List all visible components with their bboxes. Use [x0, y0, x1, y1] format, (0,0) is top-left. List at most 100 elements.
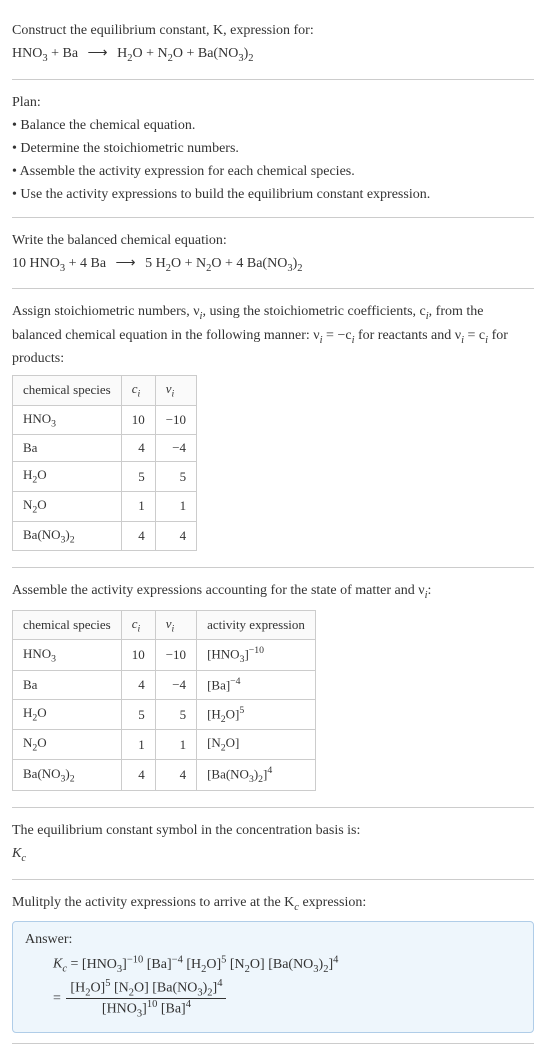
- plan-item: • Use the activity expressions to build …: [12, 184, 534, 205]
- table-row: Ba(NO3)244: [13, 521, 197, 551]
- equals: =: [53, 991, 64, 1006]
- text: Assign stoichiometric numbers, ν: [12, 304, 200, 319]
- table-row: Ba4−4: [13, 435, 197, 462]
- table-row: HNO310−10[HNO3]−10: [13, 640, 316, 671]
- cell: 4: [121, 671, 155, 699]
- cell: Ba(NO3)2: [13, 521, 122, 551]
- cell: H2O: [13, 699, 122, 730]
- cell: 4: [155, 521, 196, 551]
- cell: [N2O]: [197, 730, 316, 760]
- table-row: H2O55[H2O]5: [13, 699, 316, 730]
- cell: 5: [121, 699, 155, 730]
- kc-k: K: [12, 846, 21, 861]
- activity-title: Assemble the activity expressions accoun…: [12, 580, 534, 604]
- activity-section: Assemble the activity expressions accoun…: [12, 568, 534, 808]
- arrow-icon: ⟶: [88, 46, 108, 61]
- table-header-row: chemical species ci νi: [13, 376, 197, 406]
- balanced-lhs: 10 HNO3 + 4 Ba: [12, 256, 106, 271]
- kc-c: c: [21, 853, 26, 864]
- answer-box: Answer: Kc = [HNO3]−10 [Ba]−4 [H2O]5 [N2…: [12, 921, 534, 1033]
- th-vi: νi: [155, 376, 196, 406]
- cell: 4: [121, 435, 155, 462]
- header-line1: Construct the equilibrium constant, K, e…: [12, 20, 534, 41]
- cell: [Ba(NO3)2]4: [197, 760, 316, 791]
- balanced-section: Write the balanced chemical equation: 10…: [12, 218, 534, 290]
- table-row: N2O11: [13, 491, 197, 521]
- cell: −10: [155, 405, 196, 435]
- activity-table: chemical species ci νi activity expressi…: [12, 610, 316, 791]
- plan-item: • Balance the chemical equation.: [12, 115, 534, 136]
- table-row: N2O11[N2O]: [13, 730, 316, 760]
- cell: 4: [155, 760, 196, 791]
- table-row: HNO310−10: [13, 405, 197, 435]
- multiply-line: Mulitply the activity expressions to arr…: [12, 892, 534, 916]
- th-species: chemical species: [13, 610, 122, 640]
- balanced-title: Write the balanced chemical equation:: [12, 230, 534, 251]
- cell: 4: [121, 521, 155, 551]
- plan-item: • Assemble the activity expression for e…: [12, 161, 534, 182]
- plan-item: • Determine the stoichiometric numbers.: [12, 138, 534, 159]
- stoich-table: chemical species ci νi HNO310−10 Ba4−4 H…: [12, 375, 197, 551]
- text: Assemble the activity expressions accoun…: [12, 583, 425, 598]
- balanced-equation: 10 HNO3 + 4 Ba ⟶ 5 H2O + N2O + 4 Ba(NO3)…: [12, 253, 534, 277]
- th-vi: νi: [155, 610, 196, 640]
- cell: N2O: [13, 491, 122, 521]
- kc-c: c: [62, 964, 67, 975]
- text: for reactants and ν: [354, 328, 461, 343]
- text: , using the stoichiometric coefficients,…: [202, 304, 425, 319]
- kc-k: K: [53, 957, 62, 972]
- cell: [Ba]−4: [197, 671, 316, 699]
- cell: H2O: [13, 462, 122, 492]
- table-header-row: chemical species ci νi activity expressi…: [13, 610, 316, 640]
- answer-label: Answer:: [25, 932, 521, 948]
- balanced-rhs: 5 H2O + N2O + 4 Ba(NO3)2: [145, 256, 302, 271]
- fraction: [H2O]5 [N2O] [Ba(NO3)2]4 [HNO3]10 [Ba]4: [66, 978, 226, 1020]
- th-ci: ci: [121, 610, 155, 640]
- symbol-kc: Kc: [12, 843, 534, 867]
- cell: 10: [121, 405, 155, 435]
- cell: −10: [155, 640, 196, 671]
- flat-terms: [HNO3]−10 [Ba]−4 [H2O]5 [N2O] [Ba(NO3)2]…: [82, 957, 338, 972]
- cell: Ba: [13, 435, 122, 462]
- text: expression:: [299, 895, 366, 910]
- arrow-icon: ⟶: [116, 256, 136, 271]
- cell: [H2O]5: [197, 699, 316, 730]
- cell: −4: [155, 435, 196, 462]
- header-equation: HNO3 + Ba ⟶ H2O + N2O + Ba(NO3)2: [12, 43, 534, 67]
- th-species: chemical species: [13, 376, 122, 406]
- text: = −c: [323, 328, 352, 343]
- cell: 1: [121, 491, 155, 521]
- th-activity: activity expression: [197, 610, 316, 640]
- cell: N2O: [13, 730, 122, 760]
- symbol-section: The equilibrium constant symbol in the c…: [12, 808, 534, 880]
- header-eq-lhs: HNO3 + Ba: [12, 46, 78, 61]
- cell: 10: [121, 640, 155, 671]
- text: :: [428, 583, 432, 598]
- cell: 5: [155, 699, 196, 730]
- cell: HNO3: [13, 640, 122, 671]
- cell: Ba: [13, 671, 122, 699]
- cell: 1: [121, 730, 155, 760]
- text: Mulitply the activity expressions to arr…: [12, 895, 294, 910]
- cell: 1: [155, 491, 196, 521]
- answer-expression: Kc = [HNO3]−10 [Ba]−4 [H2O]5 [N2O] [Ba(N…: [53, 954, 521, 1019]
- plan-title: Plan:: [12, 92, 534, 113]
- cell: [HNO3]−10: [197, 640, 316, 671]
- cell: 5: [155, 462, 196, 492]
- table-row: H2O55: [13, 462, 197, 492]
- numerator: [H2O]5 [N2O] [Ba(NO3)2]4: [66, 978, 226, 999]
- cell: Ba(NO3)2: [13, 760, 122, 791]
- multiply-section: Mulitply the activity expressions to arr…: [12, 880, 534, 1045]
- cell: 1: [155, 730, 196, 760]
- answer-flat-line: Kc = [HNO3]−10 [Ba]−4 [H2O]5 [N2O] [Ba(N…: [53, 954, 521, 974]
- table-row: Ba(NO3)244[Ba(NO3)2]4: [13, 760, 316, 791]
- equals: =: [71, 957, 82, 972]
- stoich-section: Assign stoichiometric numbers, νi, using…: [12, 289, 534, 568]
- cell: 4: [121, 760, 155, 791]
- stoich-intro: Assign stoichiometric numbers, νi, using…: [12, 301, 534, 369]
- header-section: Construct the equilibrium constant, K, e…: [12, 8, 534, 80]
- table-row: Ba4−4[Ba]−4: [13, 671, 316, 699]
- denominator: [HNO3]10 [Ba]4: [66, 999, 226, 1019]
- cell: 5: [121, 462, 155, 492]
- cell: HNO3: [13, 405, 122, 435]
